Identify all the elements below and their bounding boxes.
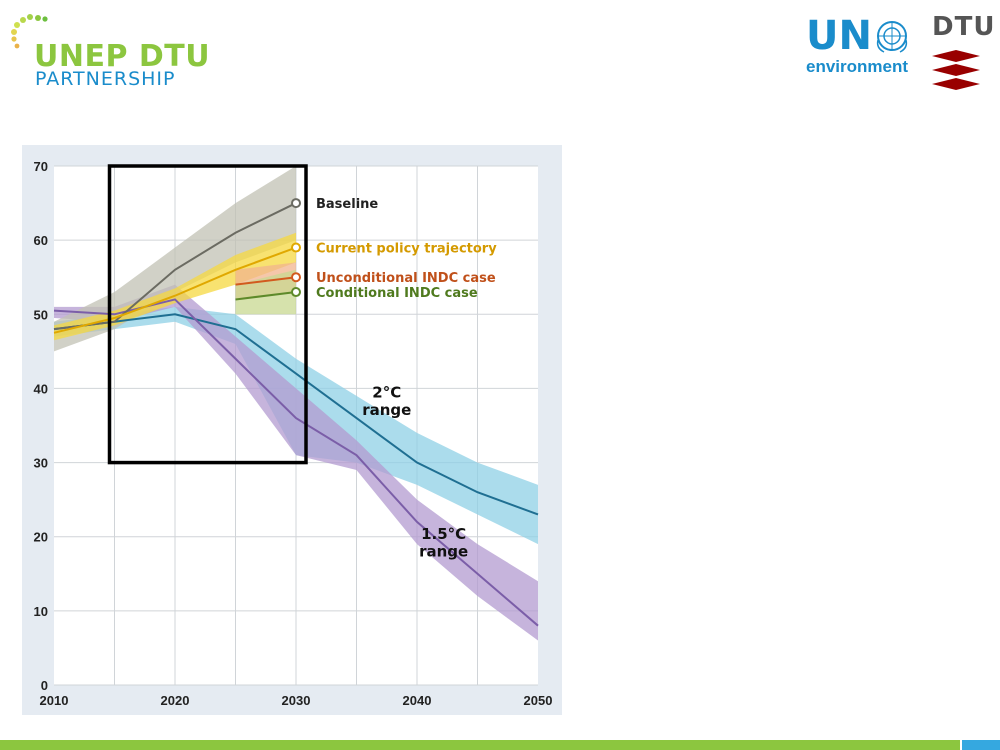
footer-blue-bar — [962, 740, 1000, 750]
x-tick-label: 2010 — [40, 693, 69, 708]
emissions-chart: 2010 2020 2030 2040 2050 0 10 20 30 40 50 60 70 Basel… — [22, 145, 562, 715]
legend-label-baseline: Baseline — [316, 197, 378, 212]
y-tick-label: 60 — [34, 233, 48, 248]
environment-text: environment — [806, 57, 909, 76]
highlight-box — [107, 164, 308, 465]
end-point-3 — [291, 287, 301, 298]
band-0 — [54, 166, 296, 352]
dtu-mark-icon — [932, 50, 980, 90]
legend-label-unconditional: Unconditional INDC case — [316, 271, 496, 286]
y-tick-label: 30 — [34, 456, 48, 471]
chart-svg: 2010 2020 2030 2040 2050010203040506070Basel… — [22, 145, 562, 715]
un-emblem-icon — [876, 21, 908, 53]
end-point-0 — [291, 198, 301, 209]
range-15c-label: 1.5°C — [421, 525, 466, 543]
x-tick-label: 2040 — [403, 693, 432, 708]
footer-green-bar — [0, 740, 960, 750]
un-environment-dtu-logos: UN environment DTU — [800, 10, 994, 95]
x-tick-label: 2020 — [161, 693, 190, 708]
y-tick-label: 40 — [34, 381, 48, 396]
series-line-2 — [235, 276, 297, 286]
brand-subtitle: PARTNERSHIP — [35, 68, 176, 90]
legend-label-conditional: Conditional INDC case — [316, 286, 478, 301]
series-line-0 — [53, 202, 297, 331]
range-2c-label-2: range — [362, 401, 411, 419]
end-point-1 — [291, 242, 301, 253]
range-2c-label: 2°C — [372, 383, 401, 401]
end-point-2 — [291, 272, 301, 283]
y-tick-label: 10 — [34, 604, 48, 619]
series-line-1 — [53, 246, 297, 334]
leaf-dots-icon — [11, 14, 48, 49]
series-line-5 — [53, 298, 539, 627]
x-tick-label: 2050 — [524, 693, 553, 708]
unep-dtu-logo — [8, 12, 208, 102]
series-line-3 — [235, 291, 297, 301]
y-tick-label: 70 — [34, 159, 48, 174]
x-tick-label: 2030 — [282, 693, 311, 708]
range-15c-label-2: range — [419, 543, 468, 561]
y-tick-label: 50 — [34, 307, 48, 322]
brand-title: UNEP DTU — [34, 39, 211, 74]
dtu-text: DTU — [932, 12, 996, 42]
y-tick-label: 0 — [41, 678, 48, 693]
band-3 — [235, 269, 296, 315]
y-tick-label: 20 — [34, 530, 48, 545]
un-text: UN — [806, 13, 872, 59]
series-line-4 — [53, 313, 539, 516]
legend-label-current-policy: Current policy trajectory — [316, 242, 497, 257]
